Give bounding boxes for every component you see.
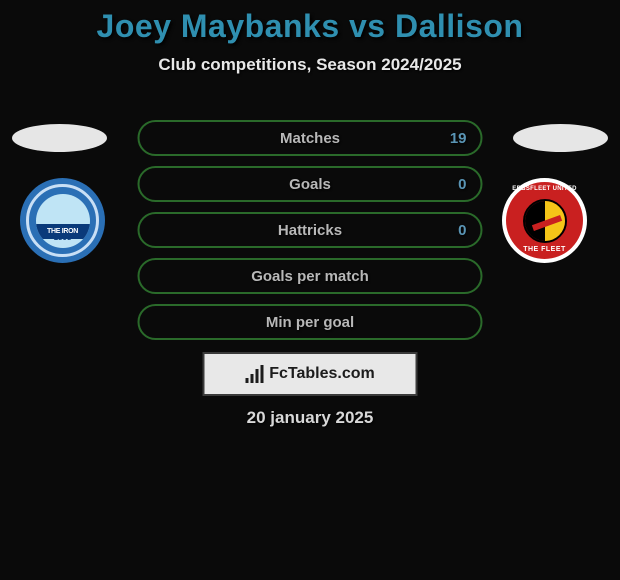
footer-brand-text: FcTables.com <box>269 365 375 383</box>
stat-row: Goals per match <box>138 258 483 294</box>
stat-row: Matches 19 <box>138 120 483 156</box>
stat-row: Hattricks 0 <box>138 212 483 248</box>
stat-label: Goals per match <box>251 268 369 285</box>
stat-value-right: 0 <box>458 176 466 193</box>
stat-row: Goals 0 <box>138 166 483 202</box>
club-right-badge: EBBSFLEET UNITED THE FLEET <box>502 178 600 263</box>
snapshot-date: 20 january 2025 <box>0 408 620 428</box>
player-right-silhouette <box>513 124 608 152</box>
stat-value-right: 19 <box>450 130 467 147</box>
subtitle: Club competitions, Season 2024/2025 <box>0 55 620 75</box>
club-left-badge: THE IRON 1898 <box>20 178 118 263</box>
ebbsfleet-badge: EBBSFLEET UNITED THE FLEET <box>502 178 587 263</box>
stat-label: Hattricks <box>278 222 342 239</box>
stat-row: Min per goal <box>138 304 483 340</box>
braintree-badge: THE IRON 1898 <box>20 178 105 263</box>
stat-label: Min per goal <box>266 314 354 331</box>
page-title: Joey Maybanks vs Dallison <box>0 0 620 45</box>
footer-brand-chip[interactable]: FcTables.com <box>203 352 418 396</box>
stat-label: Matches <box>280 130 340 147</box>
stat-value-right: 0 <box>458 222 466 239</box>
stat-label: Goals <box>289 176 331 193</box>
player-left-silhouette <box>12 124 107 152</box>
chart-icon <box>245 365 263 383</box>
stats-container: Matches 19 Goals 0 Hattricks 0 Goals per match… <box>138 120 483 350</box>
